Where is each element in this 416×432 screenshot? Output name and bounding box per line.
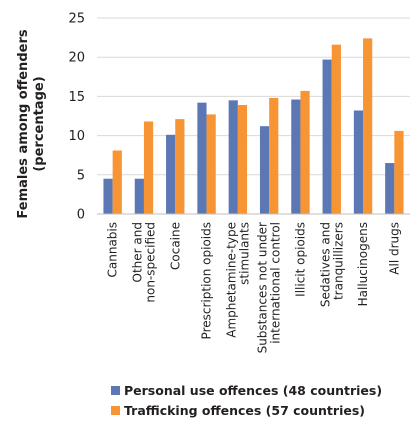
bars <box>103 38 404 214</box>
legend: Personal use offences (48 countries) Traf… <box>111 383 382 418</box>
bar-trafficking <box>269 97 279 214</box>
x-category-label: Cannabis <box>106 222 120 278</box>
x-category-label: Sedatives andtranquillizers <box>318 222 345 307</box>
legend-label: Trafficking offences (57 countries) <box>124 403 365 418</box>
bar-trafficking <box>175 119 185 214</box>
bar-personal-use <box>228 100 238 214</box>
bar-personal-use <box>353 110 364 214</box>
y-tick-label: 20 <box>68 51 85 66</box>
bar-personal-use <box>385 163 395 214</box>
bar-personal-use <box>259 126 270 214</box>
x-category-label: Prescription opioids <box>200 222 214 339</box>
bar-personal-use <box>134 178 144 214</box>
bar-personal-use <box>197 102 207 214</box>
x-category-label: Illicit opioids <box>293 222 307 297</box>
bar-trafficking <box>237 105 248 214</box>
x-category-label: All drugs <box>387 222 401 275</box>
x-category-label: Hallucinogens <box>356 222 370 306</box>
x-category-labels: Cannabis Other andnon-specified Cocaine Pre… <box>106 222 402 353</box>
x-category-label: Cocaine <box>168 222 182 270</box>
bar-trafficking <box>112 150 122 214</box>
legend-swatch <box>111 386 120 395</box>
legend-label: Personal use offences (48 countries) <box>124 383 382 398</box>
bar-personal-use <box>103 178 113 214</box>
y-tick-label: 0 <box>77 208 85 223</box>
bar-personal-use <box>291 99 301 214</box>
y-axis-label: Females among offenders(percentage) <box>16 29 47 218</box>
bar-trafficking <box>206 114 216 214</box>
y-tick-label: 15 <box>68 90 85 105</box>
x-category-label: Amphetamine-typestimulants <box>224 222 251 338</box>
y-tick-label: 10 <box>68 129 85 144</box>
y-tick-label: 5 <box>77 168 85 183</box>
bar-trafficking <box>143 121 154 214</box>
bar-personal-use <box>322 59 332 214</box>
bar-trafficking <box>394 130 404 214</box>
bar-trafficking <box>300 90 310 214</box>
y-tick-labels: 0 5 10 15 20 25 <box>68 12 85 223</box>
y-tick-label: 25 <box>68 12 85 27</box>
x-category-label: Other andnon-specified <box>130 222 157 303</box>
bar-personal-use <box>166 134 176 214</box>
bar-trafficking <box>363 38 373 214</box>
x-category-label: Substances not underinternational contro… <box>256 222 283 353</box>
bar-trafficking <box>331 44 341 214</box>
legend-swatch <box>111 406 120 415</box>
